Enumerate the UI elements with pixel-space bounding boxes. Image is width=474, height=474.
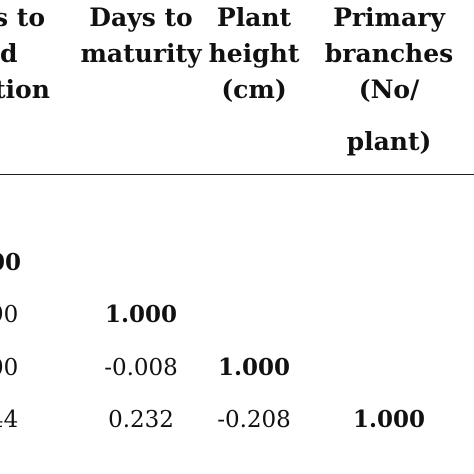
header-partial-line-2: d: [0, 39, 18, 68]
header-plant-height-line-1: Plant: [216, 3, 292, 32]
cell-row3-plant-height: 1.000: [217, 354, 291, 381]
cell-row2-days-to-maturity: 1.000: [104, 301, 178, 328]
cell-row4-days-to-maturity: 0.232: [108, 407, 174, 433]
header-primary-branches-line-2: branches: [324, 39, 454, 68]
header-days-to-maturity-line-2: maturity: [80, 39, 202, 68]
cell-row4-plant-height: -0.208: [217, 407, 291, 433]
header-plant-height-line-3: (cm): [221, 75, 287, 104]
header-primary-branches-line-1: Primary: [333, 3, 445, 32]
header-plant-height-line-2: height: [208, 39, 300, 68]
cell-row1-partial: 00: [0, 249, 22, 276]
header-primary-branches-line-3: (No/: [358, 75, 420, 104]
cell-row4-partial: 44: [0, 407, 19, 433]
cell-row2-partial: 90: [0, 302, 19, 328]
header-rule: [0, 174, 474, 175]
header-days-to-maturity-line-1: Days to: [89, 3, 193, 32]
header-partial-line-1: s to: [0, 3, 46, 32]
header-primary-branches-line-4: plant): [346, 127, 432, 156]
cell-row4-primary-branches: 1.000: [352, 406, 426, 433]
cell-row3-partial: 00: [0, 355, 19, 381]
header-partial-line-3: tion: [0, 75, 50, 104]
cell-row3-days-to-maturity: -0.008: [104, 355, 178, 381]
